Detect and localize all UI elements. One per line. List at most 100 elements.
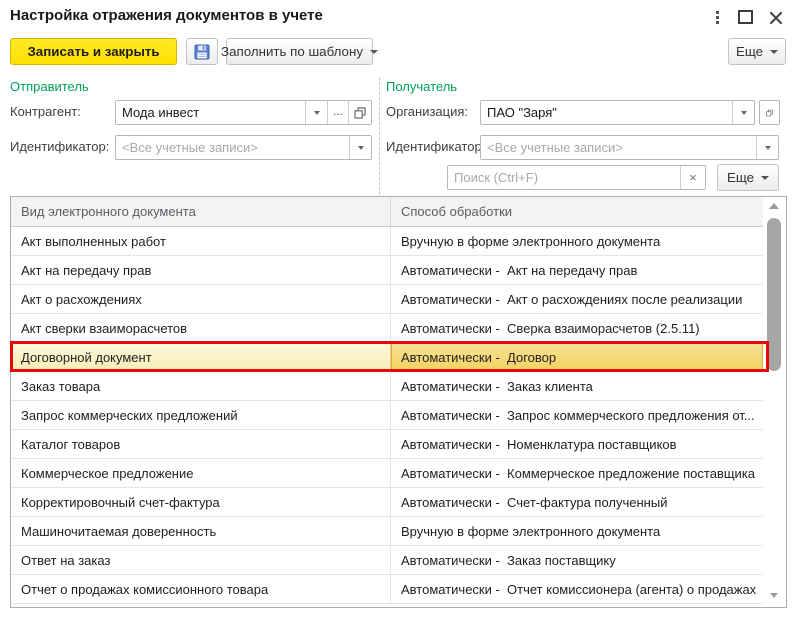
table-row[interactable]: Машиночитаемая доверенность Вручную в фо… <box>11 517 763 546</box>
cell-processing-method[interactable]: Автоматически - Акт на передачу прав <box>401 262 638 278</box>
table-row[interactable]: Запрос коммерческих предложений Автомати… <box>11 401 763 430</box>
table-row[interactable]: Акт на передачу прав Автоматически - Акт… <box>11 256 763 285</box>
table-row[interactable]: Акт выполненных работ Вручную в форме эл… <box>11 227 763 256</box>
table-row[interactable]: Заказ товара Автоматически - Заказ клиен… <box>11 372 763 401</box>
chevron-down-icon <box>313 110 320 115</box>
cell-document-type[interactable]: Договорной документ <box>11 343 391 371</box>
toolbar-more-label: Еще <box>735 44 764 59</box>
cell-document-type[interactable]: Акт о расхождениях <box>11 285 391 313</box>
column-header-processing-method[interactable]: Способ обработки <box>401 204 513 219</box>
search-input[interactable] <box>448 166 680 189</box>
sender-identifier-input[interactable] <box>116 136 349 159</box>
scrollbar-thumb[interactable] <box>767 218 781 371</box>
search-clear-button[interactable]: × <box>680 166 705 189</box>
table-row[interactable]: Акт о расхождениях Автоматически - Акт о… <box>11 285 763 314</box>
maximize-button[interactable] <box>734 7 756 27</box>
cell-document-type[interactable]: Акт сверки взаиморасчетов <box>11 314 391 342</box>
counterparty-choose-button[interactable]: ... <box>327 101 348 124</box>
cell-document-type[interactable]: Заказ товара <box>11 372 391 400</box>
chevron-down-icon <box>770 49 779 54</box>
table-row[interactable]: Каталог товаров Автоматически - Номенкла… <box>11 430 763 459</box>
table-body: Акт выполненных работ Вручную в форме эл… <box>10 227 769 604</box>
receiver-identifier-input[interactable] <box>481 136 756 159</box>
cell-document-type[interactable]: Корректировочный счет-фактура <box>11 488 391 516</box>
counterparty-open-button[interactable] <box>348 101 371 124</box>
cell-processing-method[interactable]: Вручную в форме электронного документа <box>401 233 661 249</box>
counterparty-label: Контрагент: <box>10 104 81 119</box>
sender-identifier-field-group <box>115 135 372 160</box>
toolbar-more-button[interactable]: Еще <box>728 38 786 65</box>
cell-processing-method[interactable]: Автоматически - Коммерческое предложение… <box>401 465 756 481</box>
organization-open-button[interactable] <box>759 100 780 125</box>
organization-field-group <box>480 100 755 125</box>
scroll-down-icon[interactable] <box>770 593 778 598</box>
cell-document-type[interactable]: Отчет о продажах комиссионного товара <box>11 575 391 603</box>
column-header-document-type[interactable]: Вид электронного документа <box>11 197 391 226</box>
cell-processing-method[interactable]: Автоматически - Номенклатура поставщиков <box>401 436 677 452</box>
cell-processing-method[interactable]: Автоматически - Счет-фактура полученный <box>401 494 668 510</box>
save-and-close-button[interactable]: Записать и закрыть <box>10 38 177 65</box>
open-in-new-window-icon <box>354 106 366 119</box>
table-row[interactable]: Ответ на заказ Автоматически - Заказ пос… <box>11 546 763 575</box>
chevron-down-icon <box>740 110 747 115</box>
table-header: Вид электронного документа Способ обрабо… <box>11 197 763 227</box>
window-menu-button[interactable] <box>706 7 728 27</box>
scroll-up-icon[interactable] <box>769 203 779 209</box>
chevron-down-icon <box>764 145 771 150</box>
table-row[interactable]: Договорной документ Автоматически - Дого… <box>10 341 769 372</box>
cell-processing-method[interactable]: Автоматически - Заказ поставщику <box>401 552 616 568</box>
cell-document-type[interactable]: Акт на передачу прав <box>11 256 391 284</box>
cell-document-type[interactable]: Запрос коммерческих предложений <box>11 401 391 429</box>
organization-dropdown-button[interactable] <box>732 101 754 124</box>
chevron-down-icon <box>357 145 364 150</box>
receiver-identifier-label: Идентификатор: <box>386 139 486 154</box>
cell-processing-method[interactable]: Вручную в форме электронного документа <box>401 523 661 539</box>
search-field-group: × <box>447 165 706 190</box>
page-title: Настройка отражения документов в учете <box>10 7 323 24</box>
table-row[interactable]: Коммерческое предложение Автоматически -… <box>11 459 763 488</box>
save-and-close-label: Записать и закрыть <box>27 44 160 59</box>
sender-identifier-label: Идентификатор: <box>10 139 110 154</box>
cell-processing-method[interactable]: Автоматически - Договор <box>391 343 763 371</box>
table-row[interactable]: Акт сверки взаиморасчетов Автоматически … <box>11 314 763 343</box>
floppy-disk-icon <box>194 44 210 59</box>
cell-processing-method[interactable]: Автоматически - Запрос коммерческого пре… <box>401 407 755 423</box>
receiver-section-label: Получатель <box>386 79 458 94</box>
table-row[interactable]: Корректировочный счет-фактура Автоматиче… <box>11 488 763 517</box>
chevron-down-icon <box>761 175 770 180</box>
table-content: Вид электронного документа Способ обрабо… <box>10 197 769 607</box>
cell-processing-method[interactable]: Автоматически - Акт о расхождениях после… <box>401 291 743 307</box>
cell-document-type[interactable]: Каталог товаров <box>11 430 391 458</box>
maximize-square-icon <box>737 10 753 24</box>
counterparty-field-group: ... <box>115 100 372 125</box>
vertical-scrollbar[interactable] <box>763 197 786 607</box>
cell-document-type[interactable]: Ответ на заказ <box>11 546 391 574</box>
cell-processing-method[interactable]: Автоматически - Заказ клиента <box>401 378 593 394</box>
organization-input[interactable] <box>481 101 732 124</box>
documents-table: Вид электронного документа Способ обрабо… <box>10 196 787 608</box>
receiver-identifier-dropdown-button[interactable] <box>756 136 778 159</box>
section-divider <box>379 77 380 195</box>
chevron-down-icon <box>370 49 378 54</box>
sender-section-label: Отправитель <box>10 79 89 94</box>
table-row[interactable]: Отчет о продажах комиссионного товара Ав… <box>11 575 763 604</box>
fill-by-template-button[interactable]: Заполнить по шаблону <box>221 38 378 65</box>
cell-processing-method[interactable]: Автоматически - Отчет комиссионера (аген… <box>401 581 757 597</box>
fill-by-template-label: Заполнить по шаблону <box>221 44 363 59</box>
receiver-identifier-field-group <box>480 135 779 160</box>
table-more-button[interactable]: Еще <box>717 164 779 191</box>
cell-document-type[interactable]: Машиночитаемая доверенность <box>11 517 391 545</box>
counterparty-dropdown-button[interactable] <box>305 101 327 124</box>
close-x-icon <box>769 11 782 24</box>
cell-processing-method[interactable]: Автоматически - Сверка взаиморасчетов (2… <box>401 320 700 336</box>
cell-document-type[interactable]: Акт выполненных работ <box>11 227 391 255</box>
organization-label: Организация: <box>386 104 469 119</box>
close-button[interactable] <box>764 7 786 27</box>
sender-identifier-dropdown-button[interactable] <box>349 136 371 159</box>
cell-document-type[interactable]: Коммерческое предложение <box>11 459 391 487</box>
counterparty-input[interactable] <box>116 101 305 124</box>
save-button[interactable] <box>186 38 218 65</box>
open-in-new-window-icon <box>766 109 773 116</box>
clear-x-icon: × <box>689 170 697 185</box>
vertical-dots-icon <box>715 10 719 24</box>
